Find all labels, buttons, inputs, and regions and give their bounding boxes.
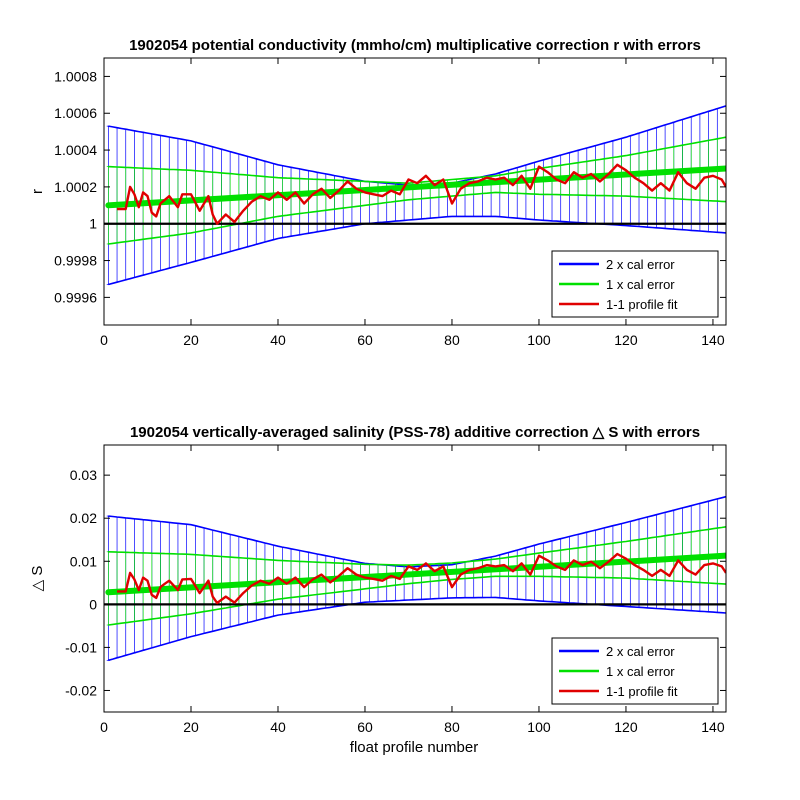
y-axis: -0.02 -0.01 0 0.01 0.02 0.03 (65, 467, 726, 698)
cal-fit-trend-line (105, 552, 726, 596)
legend-label: 2 x cal error (606, 644, 675, 659)
chart-title: 1902054 potential conductivity (mmho/cm)… (129, 37, 701, 54)
y-tick-label: 1.0004 (54, 142, 97, 158)
cal-error-1x-upper-envelope (108, 526, 726, 566)
cal-error-1x-lower-envelope (108, 191, 726, 245)
y-tick-label: -0.02 (65, 682, 97, 698)
x-tick-label: 60 (357, 719, 373, 735)
profile-fit-series-line (117, 163, 726, 225)
plot-area (104, 105, 726, 286)
y-tick-label: 1.0002 (54, 179, 97, 195)
cal-error-2x-upper-envelope (108, 495, 726, 568)
bottom-panel-salinity-correction: 1902054 vertically-averaged salinity (PS… (29, 424, 727, 735)
cal-error-1x-bars (106, 136, 726, 245)
cal-error-2x-lower-envelope (108, 596, 726, 662)
profile-fit-series-line (117, 552, 726, 605)
y-tick-label: -0.01 (65, 639, 97, 655)
legend-label: 1 x cal error (606, 664, 675, 679)
x-tick-label: 100 (527, 332, 551, 348)
y-axis-label: △ S (29, 566, 46, 592)
legend-label: 2 x cal error (606, 257, 675, 272)
x-axis: 0 20 40 60 80 100 120 140 (100, 445, 725, 735)
y-axis: 0.9996 0.9998 1 1.0002 1.0004 1.0006 1.0008 (54, 68, 726, 305)
y-tick-label: 0.9996 (54, 289, 97, 305)
x-tick-label: 80 (444, 719, 460, 735)
legend-label: 1-1 profile fit (606, 297, 678, 312)
top-panel-r-correction: 1902054 potential conductivity (mmho/cm)… (29, 37, 727, 348)
legend: 2 x cal error 1 x cal error 1-1 profile fi… (551, 637, 719, 705)
y-tick-label: 0.02 (70, 510, 97, 526)
x-tick-label: 40 (270, 719, 286, 735)
chart-title: 1902054 vertically-averaged salinity (PS… (130, 424, 700, 441)
x-tick-label: 0 (100, 719, 108, 735)
x-tick-label: 100 (527, 719, 551, 735)
y-tick-label: 1.0006 (54, 105, 97, 121)
x-tick-label: 140 (701, 332, 725, 348)
x-axis: 0 20 40 60 80 100 120 140 (100, 58, 725, 348)
x-axis-label: float profile number (350, 739, 478, 756)
axes-box (103, 57, 727, 326)
legend-label: 1 x cal error (606, 277, 675, 292)
cal-error-1x-lower-envelope (108, 575, 726, 626)
x-tick-label: 140 (701, 719, 725, 735)
y-tick-label: 0.01 (70, 553, 97, 569)
legend: 2 x cal error 1 x cal error 1-1 profile fi… (551, 250, 719, 318)
x-tick-label: 60 (357, 332, 373, 348)
x-tick-label: 20 (183, 332, 199, 348)
axes-box (103, 444, 727, 713)
y-tick-label: 0 (89, 596, 97, 612)
x-tick-label: 40 (270, 332, 286, 348)
y-tick-label: 0.9998 (54, 253, 97, 269)
x-tick-label: 20 (183, 719, 199, 735)
x-tick-label: 120 (614, 332, 638, 348)
x-tick-label: 80 (444, 332, 460, 348)
cal-fit-trend-line (105, 165, 726, 209)
plot-area (104, 495, 726, 662)
x-tick-label: 0 (100, 332, 108, 348)
y-tick-label: 1 (89, 216, 97, 232)
x-tick-label: 120 (614, 719, 638, 735)
y-axis-label: r (29, 189, 46, 194)
cal-error-2x-lower-envelope (108, 215, 726, 286)
y-tick-label: 0.03 (70, 467, 97, 483)
y-tick-label: 1.0008 (54, 68, 97, 84)
legend-label: 1-1 profile fit (606, 684, 678, 699)
